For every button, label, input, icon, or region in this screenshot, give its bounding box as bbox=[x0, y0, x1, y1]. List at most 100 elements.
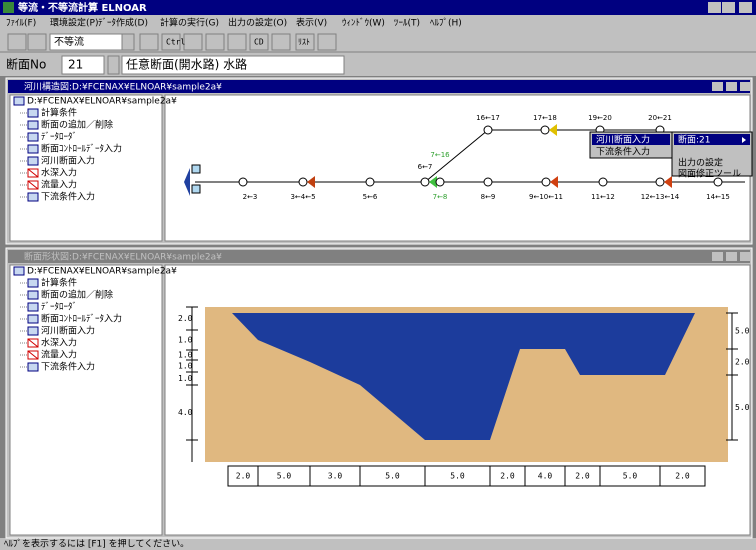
tree-item[interactable]: D:¥FCENAX¥ELNOAR¥sample2a¥ bbox=[27, 267, 177, 277]
node-label[interactable]: 16←17 bbox=[476, 114, 500, 122]
toolbar-button[interactable] bbox=[271, 33, 291, 51]
node-label[interactable]: 11←12 bbox=[591, 193, 615, 201]
child-window-button[interactable] bbox=[726, 252, 737, 261]
tree-item[interactable]: 水深入力 bbox=[41, 337, 77, 349]
tree-icon-slash bbox=[27, 180, 39, 190]
node-label[interactable]: 3←4←5 bbox=[290, 193, 315, 201]
submenu-item[interactable]: 出力の設定 bbox=[678, 157, 723, 169]
tree-item[interactable]: 河川断面入力 bbox=[41, 155, 95, 167]
tree-item[interactable]: ﾃﾞｰﾀﾛｰﾀﾞ bbox=[41, 302, 77, 313]
submenu-item[interactable]: 断面:21 bbox=[678, 134, 711, 146]
node-label[interactable]: 14←15 bbox=[706, 193, 730, 201]
tree-item[interactable]: 断面ｺﾝﾄﾛｰﾙﾃﾞｰﾀ入力 bbox=[41, 143, 122, 155]
section-no-input[interactable] bbox=[61, 55, 105, 75]
node-label[interactable]: 7←16 bbox=[430, 151, 450, 159]
tree-item[interactable]: ﾃﾞｰﾀﾛｰﾀﾞ bbox=[41, 132, 77, 143]
node-label[interactable]: 7←8 bbox=[433, 193, 448, 201]
node-label[interactable]: 17←18 bbox=[533, 114, 557, 122]
bottom-dim-label: 5.0 bbox=[277, 472, 292, 481]
left-dim-label: 1.0 bbox=[178, 351, 193, 360]
node-label[interactable]: 8←9 bbox=[481, 193, 496, 201]
toolbar-button[interactable] bbox=[7, 33, 27, 51]
child-window-button[interactable] bbox=[712, 252, 723, 261]
node-label[interactable]: 5←6 bbox=[363, 193, 378, 201]
drawing-panel bbox=[164, 94, 751, 242]
toolbar-button[interactable] bbox=[295, 33, 315, 51]
node-label[interactable]: 9←10←11 bbox=[529, 193, 563, 201]
river-node bbox=[655, 177, 665, 187]
menu-item[interactable]: ﾌｧｲﾙ(F) bbox=[6, 19, 36, 29]
node-label[interactable]: 12←13←14 bbox=[641, 193, 680, 201]
bottom-dim-label: 2.0 bbox=[675, 472, 690, 481]
menu-item[interactable]: 出力の設定(O) bbox=[228, 17, 287, 29]
menu-highlight bbox=[674, 134, 750, 145]
toolbar-button[interactable] bbox=[183, 33, 203, 51]
node-label[interactable]: 6←7 bbox=[418, 163, 433, 171]
river-node bbox=[435, 177, 445, 187]
toolbar-button[interactable] bbox=[27, 33, 47, 51]
bottom-dim-label: 5.0 bbox=[385, 472, 400, 481]
maximize-button[interactable] bbox=[722, 2, 735, 13]
child-window-button[interactable] bbox=[726, 82, 737, 91]
tree-icon bbox=[27, 192, 39, 202]
close-button[interactable] bbox=[739, 2, 752, 13]
spinner[interactable] bbox=[107, 55, 120, 75]
tree-item[interactable]: 下流条件入力 bbox=[41, 361, 95, 373]
river-node bbox=[483, 177, 493, 187]
tree-item[interactable]: 断面ｺﾝﾄﾛｰﾙﾃﾞｰﾀ入力 bbox=[41, 313, 122, 325]
minimize-button[interactable] bbox=[708, 2, 721, 13]
node-label[interactable]: 20←21 bbox=[648, 114, 672, 122]
tree-item[interactable]: 流量入力 bbox=[41, 179, 77, 191]
toolbar-button-label: CD bbox=[254, 38, 264, 47]
structure-marker bbox=[664, 176, 672, 188]
tree-item[interactable]: 流量入力 bbox=[41, 349, 77, 361]
tree-item[interactable]: 水深入力 bbox=[41, 167, 77, 179]
menu-item[interactable]: ﾃﾞｰﾀ作成(D) bbox=[98, 17, 148, 29]
menu-highlight bbox=[592, 134, 670, 145]
left-dim-label: 1.0 bbox=[178, 336, 193, 345]
river-node bbox=[365, 177, 375, 187]
child-window-button[interactable] bbox=[740, 252, 751, 261]
section-no-label: 断面No bbox=[6, 57, 46, 72]
submenu-item[interactable]: 図面修正ツール bbox=[678, 168, 741, 180]
menu-item[interactable]: ﾍﾙﾌﾟ(H) bbox=[430, 18, 462, 29]
tree-item[interactable]: D:¥FCENAX¥ELNOAR¥sample2a¥ bbox=[27, 97, 177, 107]
tree-item[interactable]: 断面の追加／削除 bbox=[41, 289, 113, 301]
tree-icon bbox=[27, 108, 39, 118]
toolbar-button[interactable] bbox=[205, 33, 225, 51]
combo-arrow[interactable] bbox=[121, 33, 135, 51]
tree-item[interactable]: 河川断面入力 bbox=[41, 325, 95, 337]
toolbar-button[interactable] bbox=[227, 33, 247, 51]
toolbar-button[interactable] bbox=[161, 33, 181, 51]
child-window-button[interactable] bbox=[740, 82, 751, 91]
tree-item[interactable]: 下流条件入力 bbox=[41, 191, 95, 203]
node-label[interactable]: 19←20 bbox=[588, 114, 612, 122]
toolbar-button[interactable] bbox=[139, 33, 159, 51]
tree-item[interactable]: 計算条件 bbox=[41, 107, 77, 119]
menu-item[interactable]: ﾂｰﾙ(T) bbox=[394, 19, 420, 29]
menu-item[interactable]: 計算の実行(G) bbox=[160, 17, 219, 29]
menu-item[interactable]: 表示(V) bbox=[296, 17, 327, 29]
menu-item[interactable]: 環境設定(P) bbox=[50, 17, 98, 29]
toolbar-button-label: Ctrl bbox=[166, 38, 185, 47]
tree-icon bbox=[27, 362, 39, 372]
tree-icon bbox=[27, 278, 39, 288]
river-node bbox=[541, 177, 551, 187]
node-label[interactable]: 2←3 bbox=[243, 193, 258, 201]
bottom-dim-box bbox=[659, 465, 706, 487]
gate-box bbox=[191, 184, 201, 194]
child-window-button[interactable] bbox=[712, 82, 723, 91]
status-text: ﾍﾙﾌﾟを表示するには [F1] を押してください。 bbox=[4, 538, 189, 550]
context-menu-item[interactable]: 下流条件入力 bbox=[596, 146, 650, 158]
structure-marker bbox=[550, 176, 558, 188]
tree-item[interactable]: 断面の追加／削除 bbox=[41, 119, 113, 131]
water bbox=[232, 313, 695, 440]
toolbar-button[interactable] bbox=[317, 33, 337, 51]
context-menu-item[interactable]: 河川断面入力 bbox=[596, 134, 650, 146]
gate bbox=[184, 168, 190, 196]
toolbar-button[interactable] bbox=[249, 33, 269, 51]
menu-item[interactable]: ｳｨﾝﾄﾞｳ(W) bbox=[342, 18, 385, 29]
left-dim-label: 1.0 bbox=[178, 374, 193, 383]
tree-item[interactable]: 計算条件 bbox=[41, 277, 77, 289]
